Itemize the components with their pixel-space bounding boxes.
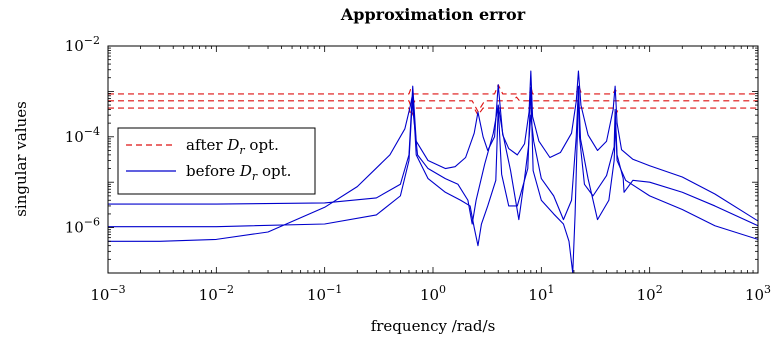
x-tick-label: 103 xyxy=(745,283,771,304)
x-axis-label: frequency /rad/s xyxy=(371,317,496,335)
y-tick-label: 10−4 xyxy=(65,125,100,146)
x-tick-label: 102 xyxy=(637,283,663,304)
series-line-before-4 xyxy=(108,70,758,222)
series-line-after-1 xyxy=(108,84,758,95)
series-line-after-2 xyxy=(108,96,758,113)
x-tick-label: 101 xyxy=(528,283,554,304)
y-axis-ticks: 10−6 10−4 10−2 xyxy=(65,34,758,274)
x-tick-label: 100 xyxy=(420,283,446,304)
chart-title: Approximation error xyxy=(340,5,526,24)
legend-box xyxy=(117,127,316,195)
x-axis-ticks: 10−3 10−2 10−1 100 101 102 103 xyxy=(90,46,771,304)
legend-label-2: before Dr opt. xyxy=(186,162,291,183)
legend-label-1: after Dr opt. xyxy=(186,136,279,157)
series-layer xyxy=(108,70,758,273)
series-line-after-3 xyxy=(108,107,758,118)
x-tick-label: 10−1 xyxy=(307,283,342,304)
y-tick-label: 10−2 xyxy=(65,34,100,55)
series-line-before-6 xyxy=(108,87,758,242)
legend: after Dr opt. before Dr opt. xyxy=(117,127,316,195)
y-axis-label: singular values xyxy=(12,101,30,217)
x-tick-label: 10−3 xyxy=(90,283,125,304)
y-tick-label: 10−6 xyxy=(65,216,100,237)
x-tick-label: 10−2 xyxy=(199,283,234,304)
